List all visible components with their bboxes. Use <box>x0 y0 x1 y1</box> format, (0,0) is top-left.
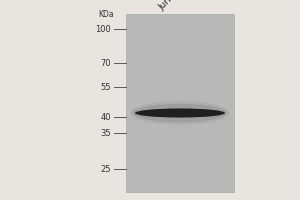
Text: Jurkat: Jurkat <box>158 0 182 12</box>
Text: 40: 40 <box>100 112 111 121</box>
Text: KDa: KDa <box>98 10 114 19</box>
Ellipse shape <box>130 101 230 125</box>
Ellipse shape <box>133 104 227 122</box>
Text: 100: 100 <box>95 24 111 33</box>
Ellipse shape <box>135 108 225 118</box>
Text: 35: 35 <box>100 129 111 138</box>
Text: 55: 55 <box>100 83 111 92</box>
Text: 70: 70 <box>100 58 111 68</box>
Bar <box>126 14 234 192</box>
Text: 25: 25 <box>100 164 111 173</box>
